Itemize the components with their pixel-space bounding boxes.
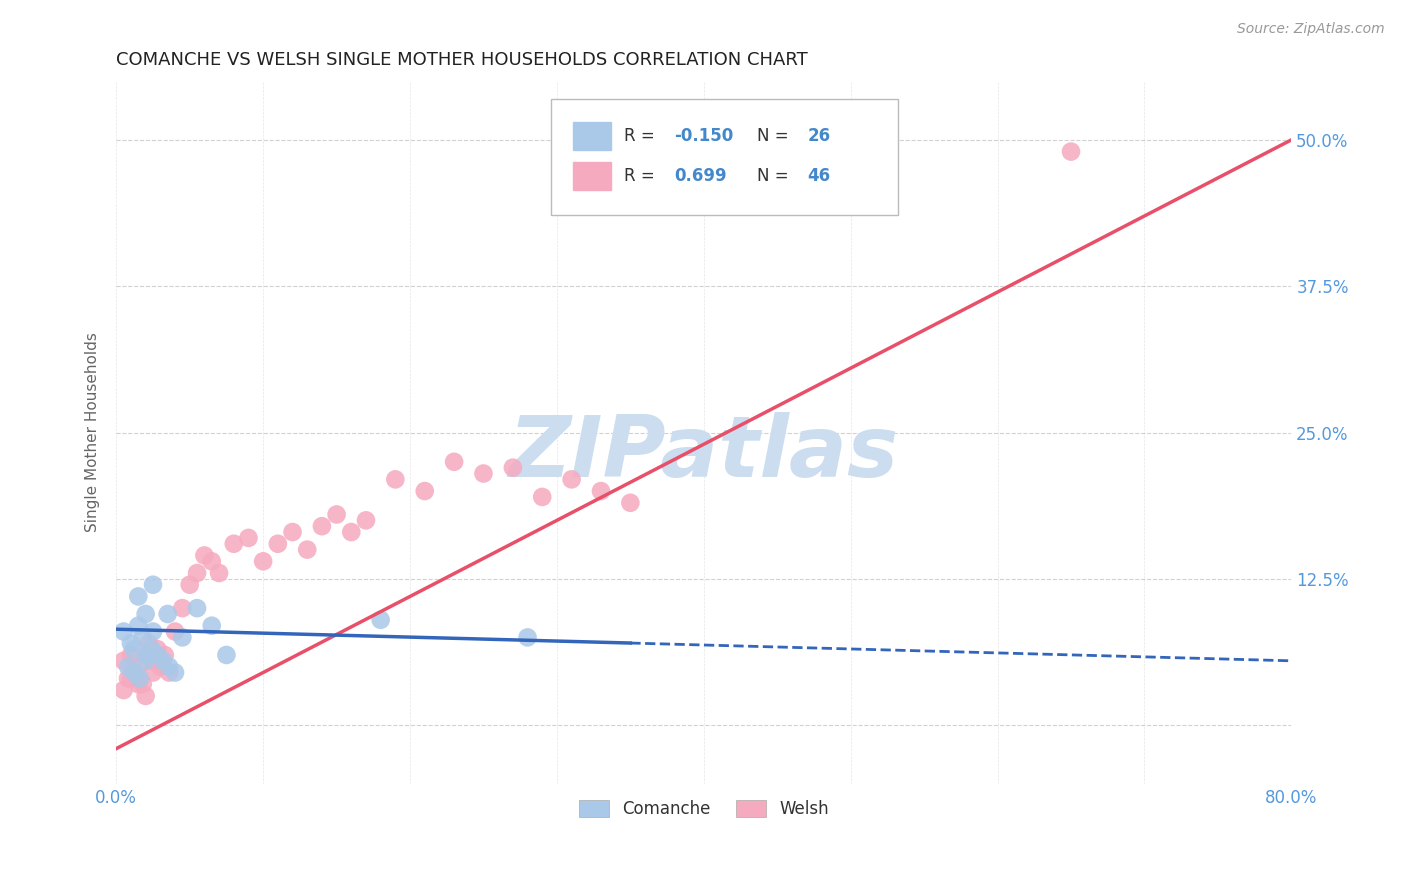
Text: N =: N =: [756, 167, 793, 186]
Point: [149, 654, 172, 668]
Text: R =: R =: [624, 167, 659, 186]
Point: [146, 648, 169, 662]
Point: [443, 455, 465, 469]
Point: [340, 524, 363, 539]
Point: [141, 642, 163, 657]
Point: [120, 636, 142, 650]
Point: [127, 677, 149, 691]
Point: [117, 672, 139, 686]
Point: [157, 665, 180, 680]
Point: [135, 654, 157, 668]
Point: [502, 460, 524, 475]
Point: [122, 665, 145, 680]
Point: [138, 636, 160, 650]
Point: [135, 689, 157, 703]
Point: [208, 566, 231, 580]
Point: [120, 672, 142, 686]
Point: [311, 519, 333, 533]
Text: N =: N =: [756, 128, 793, 145]
Point: [531, 490, 554, 504]
Point: [163, 624, 186, 639]
FancyBboxPatch shape: [551, 99, 897, 215]
Point: [516, 631, 538, 645]
Point: [163, 665, 186, 680]
Point: [117, 659, 139, 673]
Point: [619, 496, 641, 510]
Point: [172, 601, 194, 615]
Point: [156, 607, 179, 621]
Point: [120, 648, 142, 662]
Point: [589, 484, 612, 499]
Y-axis label: Single Mother Households: Single Mother Households: [86, 333, 100, 533]
Point: [281, 524, 304, 539]
Point: [149, 659, 172, 673]
Text: ZIPatlas: ZIPatlas: [509, 412, 898, 495]
FancyBboxPatch shape: [574, 122, 612, 150]
Point: [132, 677, 155, 691]
Text: 26: 26: [807, 128, 831, 145]
Point: [215, 648, 238, 662]
Point: [354, 513, 377, 527]
Point: [238, 531, 260, 545]
Text: 46: 46: [807, 167, 831, 186]
Point: [112, 624, 135, 639]
Point: [472, 467, 495, 481]
Point: [128, 672, 150, 686]
Point: [142, 624, 165, 639]
Point: [201, 554, 224, 568]
Text: R =: R =: [624, 128, 659, 145]
Point: [146, 642, 169, 657]
Point: [135, 607, 157, 621]
Point: [112, 683, 135, 698]
Point: [127, 659, 149, 673]
Point: [186, 601, 208, 615]
Point: [127, 618, 149, 632]
Point: [193, 549, 215, 563]
Legend: Comanche, Welsh: Comanche, Welsh: [572, 793, 835, 824]
Point: [138, 648, 160, 662]
Point: [153, 648, 176, 662]
Point: [172, 631, 194, 645]
Point: [413, 484, 436, 499]
Point: [122, 642, 145, 657]
Point: [127, 590, 149, 604]
Text: -0.150: -0.150: [675, 128, 734, 145]
Text: COMANCHE VS WELSH SINGLE MOTHER HOUSEHOLDS CORRELATION CHART: COMANCHE VS WELSH SINGLE MOTHER HOUSEHOL…: [117, 51, 808, 69]
Point: [370, 613, 392, 627]
Point: [135, 648, 157, 662]
Point: [222, 537, 245, 551]
Point: [325, 508, 347, 522]
Point: [132, 631, 155, 645]
Point: [112, 654, 135, 668]
Point: [157, 659, 180, 673]
Point: [142, 665, 165, 680]
Point: [252, 554, 274, 568]
Point: [1060, 145, 1083, 159]
Point: [561, 472, 583, 486]
Text: Source: ZipAtlas.com: Source: ZipAtlas.com: [1237, 22, 1385, 37]
Text: 0.699: 0.699: [675, 167, 727, 186]
Point: [186, 566, 208, 580]
Point: [122, 665, 145, 680]
Point: [267, 537, 290, 551]
Point: [384, 472, 406, 486]
Point: [179, 578, 201, 592]
Point: [297, 542, 319, 557]
Point: [201, 618, 224, 632]
FancyBboxPatch shape: [574, 162, 612, 190]
Point: [152, 654, 174, 668]
Point: [142, 654, 165, 668]
Point: [142, 578, 165, 592]
